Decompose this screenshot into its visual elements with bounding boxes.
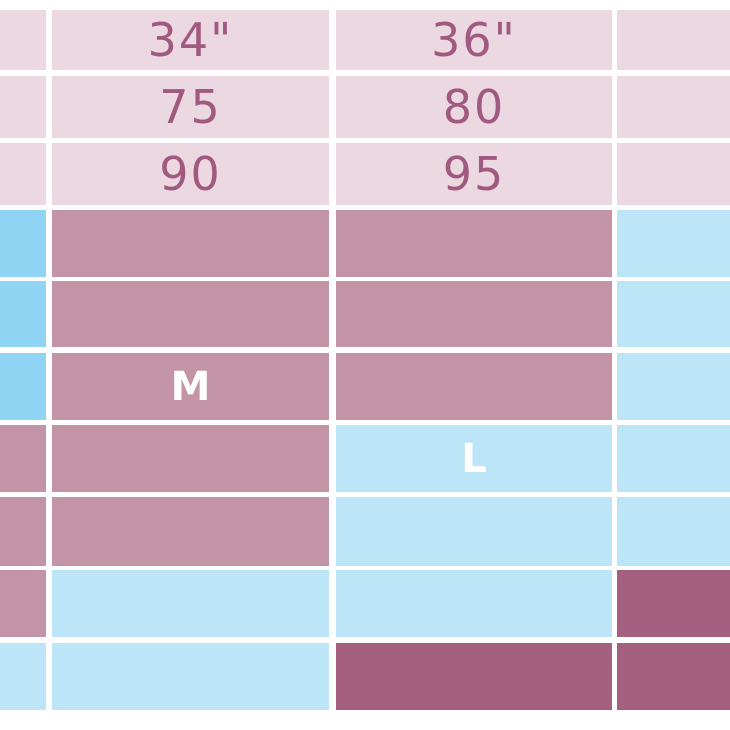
header-cell: 80 bbox=[336, 76, 612, 138]
size-cell bbox=[617, 425, 730, 492]
size-cell bbox=[0, 353, 46, 420]
size-cell bbox=[336, 643, 612, 710]
header-cell bbox=[0, 10, 46, 70]
size-cell bbox=[52, 210, 329, 277]
measurement-label: 95 bbox=[442, 147, 506, 201]
measurement-label: 36" bbox=[431, 13, 517, 67]
size-cell: L bbox=[336, 425, 612, 492]
header-cell bbox=[617, 143, 730, 205]
size-cell bbox=[0, 210, 46, 277]
measurement-label: 90 bbox=[159, 147, 222, 201]
size-cell bbox=[52, 570, 329, 637]
header-cell: 36" bbox=[336, 10, 612, 70]
size-cell bbox=[617, 570, 730, 637]
size-cell bbox=[617, 281, 730, 347]
size-cell bbox=[336, 353, 612, 420]
size-cell bbox=[0, 643, 46, 710]
size-cell bbox=[52, 425, 329, 492]
size-cell bbox=[52, 643, 329, 710]
size-cell bbox=[0, 497, 46, 566]
size-cell bbox=[0, 570, 46, 637]
header-cell bbox=[617, 76, 730, 138]
size-cell bbox=[52, 281, 329, 347]
size-cell bbox=[336, 281, 612, 347]
size-cell bbox=[52, 497, 329, 566]
size-cell bbox=[0, 425, 46, 492]
measurement-label: 80 bbox=[442, 80, 506, 134]
size-cell bbox=[336, 210, 612, 277]
size-cell bbox=[617, 210, 730, 277]
header-cell bbox=[0, 76, 46, 138]
header-cell bbox=[0, 143, 46, 205]
size-cell bbox=[617, 643, 730, 710]
measurement-label: 34" bbox=[147, 13, 234, 67]
size-label: M bbox=[170, 363, 211, 410]
size-cell bbox=[617, 353, 730, 420]
header-cell: 75 bbox=[52, 76, 329, 138]
size-cell bbox=[336, 570, 612, 637]
size-cell bbox=[0, 281, 46, 347]
header-cell: 34" bbox=[52, 10, 329, 70]
header-cell: 95 bbox=[336, 143, 612, 205]
size-cell bbox=[336, 497, 612, 566]
header-cell: 90 bbox=[52, 143, 329, 205]
header-cell bbox=[617, 10, 730, 70]
size-label: L bbox=[461, 435, 487, 482]
measurement-label: 75 bbox=[159, 80, 222, 134]
size-cell: M bbox=[52, 353, 329, 420]
size-cell bbox=[617, 497, 730, 566]
